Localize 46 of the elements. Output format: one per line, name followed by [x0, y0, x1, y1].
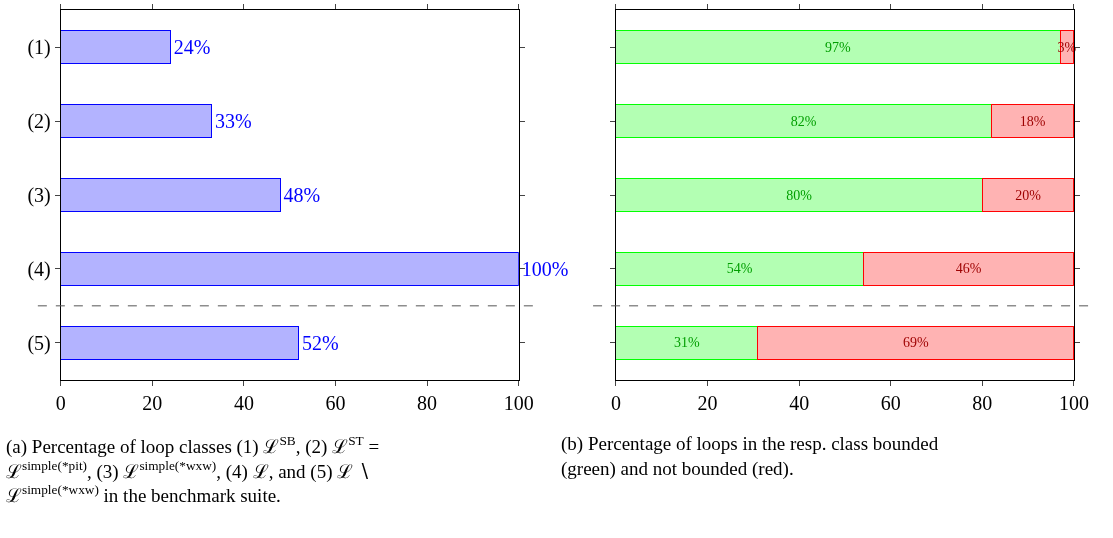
x-tick-label: 0 — [55, 391, 66, 414]
y-tick-label: (2) — [27, 110, 51, 134]
bar — [60, 30, 172, 65]
data-label: 100% — [521, 257, 569, 280]
data-label: 52% — [301, 331, 339, 354]
x-tick-label: 20 — [697, 391, 718, 414]
bar — [862, 251, 1074, 287]
y-tick-label: (3) — [27, 184, 51, 208]
data-label: 46% — [955, 261, 982, 277]
x-tick-label: 80 — [972, 391, 993, 414]
text: (b) Percentage of loops in the resp. class bounded (green) and not bounded (red). — [561, 433, 939, 480]
data-label: 82% — [790, 113, 817, 129]
data-label: 33% — [214, 110, 252, 133]
x-tick-label: 80 — [417, 391, 438, 414]
x-tick-label: 40 — [233, 391, 254, 414]
x-tick-label: 60 — [325, 391, 346, 414]
x-tick-label: 40 — [789, 391, 810, 414]
bar — [60, 177, 282, 213]
data-label: 69% — [902, 335, 929, 351]
bar — [615, 325, 759, 360]
bar — [60, 104, 213, 139]
bar — [615, 177, 983, 213]
x-tick-label: 100 — [503, 391, 534, 414]
data-label: 18% — [1019, 113, 1046, 129]
bar — [60, 251, 519, 287]
data-label: 31% — [673, 335, 700, 351]
bar — [615, 251, 864, 287]
x-tick-label: 60 — [880, 391, 901, 414]
text: (a) Percentage of loop classes (1) ℒ$^{SB}$, (2) ℒ$^{ST}$ = ℒ$^{simple(*pit)}$, (3) ℒ$^{simple(*wxw)}$, (4) ℒ, and (5) ℒ ∖ ℒ$^{simple(*wxw)}$ in the benchmark suite. — [6, 433, 380, 507]
bar — [757, 325, 1074, 360]
x-tick-label: 20 — [142, 391, 163, 414]
bar — [60, 325, 300, 360]
data-label: 48% — [283, 184, 321, 207]
bar — [991, 104, 1074, 139]
bar — [981, 177, 1074, 213]
data-label: 24% — [173, 36, 211, 59]
y-tick-label: (4) — [27, 257, 51, 281]
bar — [615, 104, 993, 139]
data-label: 97% — [825, 39, 852, 55]
x-tick-label: 0 — [610, 391, 621, 414]
data-label: 80% — [786, 187, 813, 203]
data-label: 20% — [1015, 187, 1042, 203]
y-tick-label: (1) — [27, 36, 51, 60]
y-tick-label: (5) — [27, 331, 51, 355]
x-tick-label: 100 — [1058, 391, 1089, 414]
data-label: 54% — [726, 261, 753, 277]
